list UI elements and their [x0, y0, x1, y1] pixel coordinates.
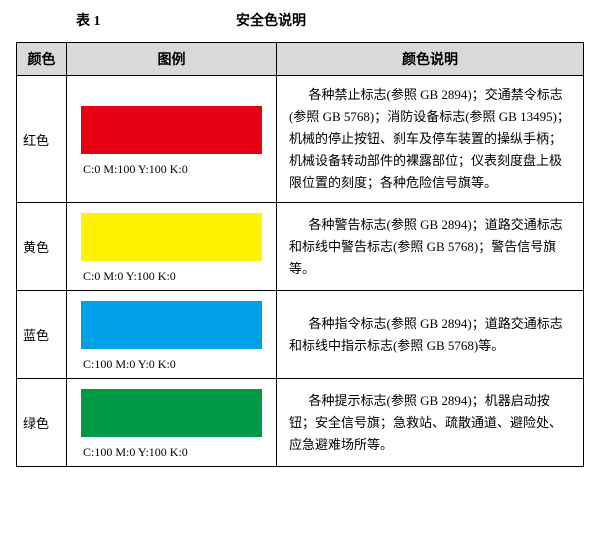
- color-name: 绿色: [17, 379, 67, 467]
- color-name: 红色: [17, 76, 67, 203]
- header-color: 颜色: [17, 43, 67, 76]
- table-row: 黄色 C:0 M:0 Y:100 K:0 各种警告标志(参照 GB 2894)；…: [17, 203, 584, 291]
- color-swatch: [81, 301, 262, 349]
- color-name: 黄色: [17, 203, 67, 291]
- header-desc: 颜色说明: [277, 43, 584, 76]
- color-swatch: [81, 389, 262, 437]
- color-desc: 各种指令标志(参照 GB 2894)；道路交通标志和标线中指示标志(参照 GB …: [277, 291, 584, 379]
- swatch-cell: C:0 M:100 Y:100 K:0: [67, 76, 277, 203]
- color-name: 蓝色: [17, 291, 67, 379]
- color-swatch: [81, 106, 262, 154]
- table-row: 绿色 C:100 M:0 Y:100 K:0 各种提示标志(参照 GB 2894…: [17, 379, 584, 467]
- swatch-cell: C:100 M:0 Y:0 K:0: [67, 291, 277, 379]
- safety-color-table: 颜色 图例 颜色说明 红色 C:0 M:100 Y:100 K:0 各种禁止标志…: [16, 42, 584, 467]
- swatch-cell: C:100 M:0 Y:100 K:0: [67, 379, 277, 467]
- table-title: 安全色说明: [156, 10, 574, 30]
- color-desc: 各种提示标志(参照 GB 2894)；机器启动按钮；安全信号旗；急救站、疏散通道…: [277, 379, 584, 467]
- cmyk-label: C:0 M:100 Y:100 K:0: [81, 162, 262, 177]
- color-swatch: [81, 213, 262, 261]
- cmyk-label: C:100 M:0 Y:100 K:0: [81, 445, 262, 460]
- color-desc: 各种禁止标志(参照 GB 2894)；交通禁令标志(参照 GB 5768)；消防…: [277, 76, 584, 203]
- table-row: 红色 C:0 M:100 Y:100 K:0 各种禁止标志(参照 GB 2894…: [17, 76, 584, 203]
- cmyk-label: C:100 M:0 Y:0 K:0: [81, 357, 262, 372]
- table-number: 表 1: [26, 10, 156, 30]
- table-row: 蓝色 C:100 M:0 Y:0 K:0 各种指令标志(参照 GB 2894)；…: [17, 291, 584, 379]
- swatch-cell: C:0 M:0 Y:100 K:0: [67, 203, 277, 291]
- table-caption: 表 1 安全色说明: [16, 10, 584, 30]
- color-desc: 各种警告标志(参照 GB 2894)；道路交通标志和标线中警告标志(参照 GB …: [277, 203, 584, 291]
- cmyk-label: C:0 M:0 Y:100 K:0: [81, 269, 262, 284]
- header-swatch: 图例: [67, 43, 277, 76]
- table-header-row: 颜色 图例 颜色说明: [17, 43, 584, 76]
